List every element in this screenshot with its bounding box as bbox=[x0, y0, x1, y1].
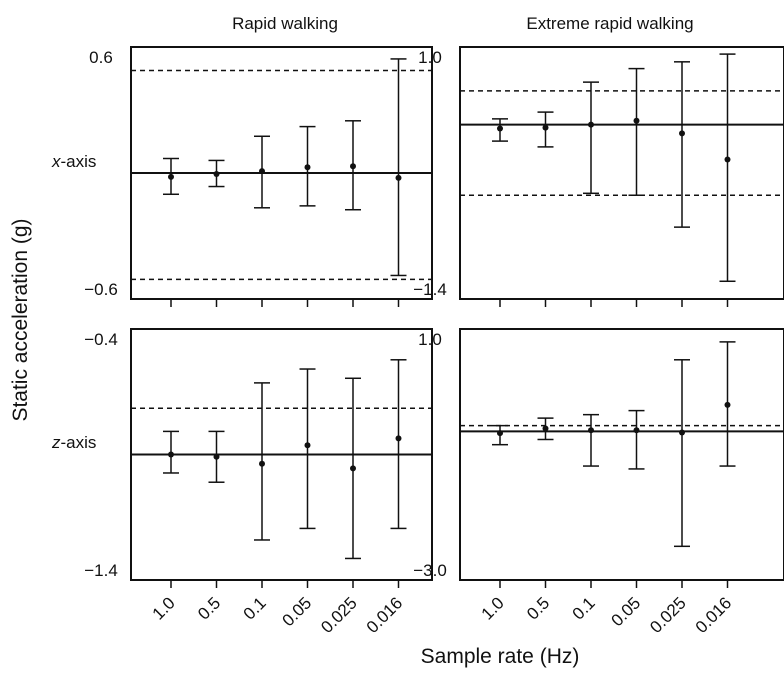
data-point bbox=[350, 163, 356, 170]
panel-1: 1.0 −1.4 bbox=[413, 46, 784, 307]
x-axis-title: Sample rate (Hz) bbox=[421, 645, 580, 668]
data-point bbox=[724, 401, 731, 408]
x-tick-label: 0.016 bbox=[692, 593, 736, 637]
y-tick-label-bottom: −3.0 bbox=[413, 561, 447, 580]
x-tick-label: 0.025 bbox=[317, 593, 361, 637]
x-tick-label: 0.5 bbox=[194, 593, 224, 623]
x-tick-label: 0.05 bbox=[607, 593, 644, 630]
y-tick-label-top: 1.0 bbox=[418, 330, 442, 349]
y-tick-label-top: 0.6 bbox=[89, 48, 113, 67]
y-axis-title: Static acceleration (g) bbox=[9, 218, 32, 421]
data-point bbox=[588, 427, 594, 434]
row-label-x-suffix: -axis bbox=[61, 152, 97, 171]
data-point bbox=[497, 125, 503, 132]
panel-frame bbox=[459, 328, 784, 581]
column-title-extreme: Extreme rapid walking bbox=[526, 14, 693, 33]
data-point bbox=[395, 435, 402, 442]
data-point bbox=[633, 427, 640, 434]
panels: 0.6−0.61.0−1.4−0.4−1.41.0 0.5 0.1 0.05 0.025… bbox=[84, 46, 784, 637]
data-point bbox=[679, 130, 685, 137]
data-point bbox=[542, 124, 549, 131]
row-label-x: x-axis bbox=[51, 152, 96, 171]
data-point bbox=[168, 173, 174, 180]
panel-2: −0.4 −1.4 1.0 0.5 0.1 0.05 0.025 0.016 bbox=[84, 328, 433, 637]
panel-3: 1.0 −3.0 1.0 0.5 0.1 0.05 0.025 0.016 bbox=[413, 328, 784, 637]
data-point bbox=[395, 174, 402, 181]
data-point bbox=[304, 164, 311, 171]
data-point bbox=[259, 168, 265, 175]
x-tick-label: 0.025 bbox=[646, 593, 690, 637]
row-label-z: z-axis bbox=[51, 433, 96, 452]
data-point bbox=[633, 117, 640, 124]
data-point bbox=[679, 429, 685, 436]
panel-0: 0.6 −0.6 bbox=[84, 46, 433, 307]
data-point bbox=[542, 425, 549, 432]
data-point bbox=[213, 170, 220, 177]
y-tick-label-bottom: −1.4 bbox=[84, 561, 118, 580]
column-title-rapid: Rapid walking bbox=[232, 14, 338, 33]
panel-frame bbox=[459, 46, 784, 300]
data-point bbox=[304, 442, 311, 449]
data-point bbox=[497, 430, 503, 437]
row-label-z-letter: z bbox=[51, 433, 61, 452]
data-point bbox=[259, 460, 265, 467]
data-point bbox=[213, 453, 220, 460]
y-tick-label-top: 1.0 bbox=[418, 48, 442, 67]
row-label-x-letter: x bbox=[51, 152, 61, 171]
data-point bbox=[588, 121, 594, 128]
data-point bbox=[350, 465, 356, 472]
y-tick-label-bottom: −1.4 bbox=[413, 280, 447, 299]
row-label-z-suffix: -axis bbox=[61, 433, 97, 452]
x-tick-label: 0.5 bbox=[523, 593, 553, 623]
x-tick-label: 0.05 bbox=[278, 593, 315, 630]
data-point bbox=[168, 451, 174, 458]
data-point bbox=[724, 156, 731, 163]
y-tick-label-bottom: −0.6 bbox=[84, 280, 118, 299]
x-tick-label: 0.016 bbox=[363, 593, 407, 637]
x-tick-label: 1.0 bbox=[149, 593, 179, 623]
x-tick-label: 1.0 bbox=[478, 593, 508, 623]
y-tick-label-top: −0.4 bbox=[84, 330, 118, 349]
x-tick-label: 0.1 bbox=[240, 593, 270, 623]
x-tick-label: 0.1 bbox=[569, 593, 599, 623]
